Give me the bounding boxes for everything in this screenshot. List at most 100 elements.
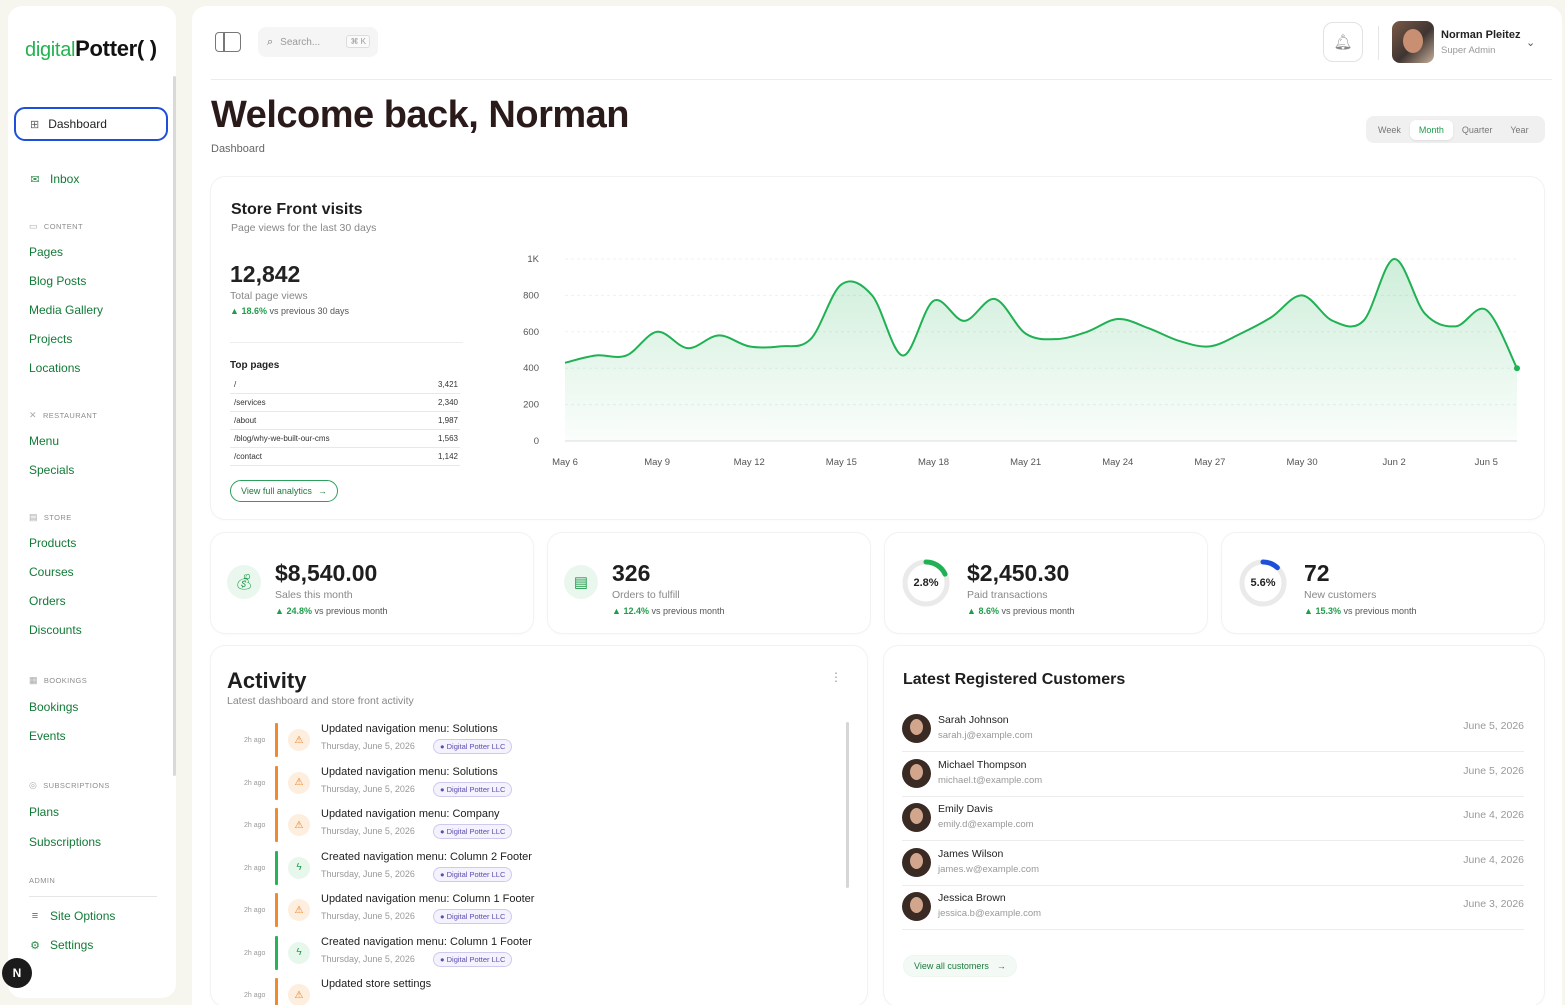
org-tag[interactable]: ● Digital Potter LLC [433,739,513,754]
activity-date: Thursday, June 5, 2026 [321,826,415,836]
utensils-icon: ✕ [29,410,37,420]
sidebar-item-products[interactable]: Products [29,536,77,550]
chevron-down-icon[interactable]: ⌄ [1526,37,1536,49]
period-month[interactable]: Month [1409,119,1453,140]
logo[interactable]: digitalPotter( ) [25,36,157,61]
avatar [902,758,931,788]
user-role: Super Admin [1441,45,1496,56]
org-tag[interactable]: ● Digital Potter LLC [433,951,513,967]
list-item[interactable]: 2h ago ⚠ Updated store settings [227,978,807,1005]
table-row[interactable]: Sarah Johnson sarah.j@example.com June 5, … [902,708,1524,752]
org-tag[interactable]: ● Digital Potter LLC [433,909,513,924]
customer-email: michael.t@example.com [938,774,1043,786]
warning-icon: ⚠ [288,899,310,921]
activity-time: 2h ago [244,907,266,914]
total-page-views: 12,842 [230,261,301,287]
org-tag[interactable]: ● Digital Potter LLC [433,866,513,882]
list-item[interactable]: 2h ago ⚠ Updated navigation menu: Solution… [227,765,807,808]
list-item[interactable]: 2h ago ⚠ Updated navigation menu: Solution… [227,723,807,765]
org-tag[interactable]: ● Digital Potter LLC [433,824,513,839]
sidebar-item-pages[interactable]: Pages [29,245,64,259]
kpi-card-orders: ▤ 326 Orders to fulfill ▲ 12.4% vs previ… [548,533,870,633]
y-tick-label: 200 [523,400,539,411]
table-row[interactable]: Emily Davis emily.d@example.com June 4, 20… [902,797,1524,841]
activity-bar [275,935,278,970]
y-tick-label: 600 [523,327,539,338]
list-item[interactable]: 2h ago ϟ Created navigation menu: Column 1… [227,935,807,978]
warning-icon: ⚠ [288,729,310,751]
sidebar-item-discounts[interactable]: Discounts [29,623,82,637]
card-subtitle: Page views for the last 30 days [231,222,377,234]
sidebar-item-locations[interactable]: Locations [29,361,81,375]
list-item[interactable]: 2h ago ⚠ Updated navigation menu: Column 1… [227,893,807,935]
x-tick-label: May 21 [1010,457,1041,468]
table-row: /blog/why-we-built-our-cms 1,563 [230,430,460,448]
money-bag-icon: 💰︎ [227,565,261,599]
activity-scrollbar[interactable] [846,722,849,888]
sidebar-item-projects[interactable]: Projects [29,332,73,346]
arrow-up-icon: ▲ [275,606,284,616]
period-week[interactable]: Week [1378,124,1401,135]
total-label: Total page views [230,290,308,302]
period-quarter[interactable]: Quarter [1461,124,1493,135]
list-item[interactable]: 2h ago ⚠ Updated navigation menu: Company T… [227,808,807,850]
sidebar-scrollbar[interactable] [173,76,176,776]
activity-date: Thursday, June 5, 2026 [321,783,415,794]
x-tick-label: May 30 [1286,457,1317,468]
user-avatar[interactable] [1392,21,1434,63]
table-row: /about 1,987 [230,412,460,430]
sidebar-item-inbox[interactable]: ✉ Inbox [30,172,80,186]
notification-bell-icon[interactable]: 🔔︎ [1323,22,1363,62]
trend: ▲ 15.3% vs previous month [1304,606,1417,616]
sidebar-item-specials[interactable]: Specials [29,463,75,477]
sidebar-item-dashboard[interactable]: ⊞ Dashboard [14,107,168,141]
sidebar-item-subscriptions[interactable]: Subscriptions [29,835,102,849]
kpi-card-transactions: 2.8% $2,450.30 Paid transactions ▲ 8.6% … [885,533,1207,633]
card-subtitle: Latest dashboard and store front activit… [227,695,414,707]
sidebar-item-plans[interactable]: Plans [29,805,60,819]
user-name[interactable]: Norman Pleitez [1441,29,1521,41]
table-row[interactable]: Jessica Brown jessica.b@example.com June 3… [902,886,1524,930]
more-options-icon[interactable]: ⋮ [830,670,842,684]
sidebar-item-bookings[interactable]: Bookings [29,700,79,714]
org-tag[interactable]: ● Digital Potter LLC [433,781,513,797]
series-line [564,258,1518,369]
kpi-label: Orders to fulfill [612,589,680,601]
list-item[interactable]: 2h ago ϟ Created navigation menu: Column 2… [227,850,807,893]
calendar-icon: ▦ [29,675,38,685]
x-tick-label: May 27 [1194,457,1225,468]
customer-date: June 4, 2026 [1463,853,1524,866]
table-row[interactable]: James Wilson james.w@example.com June 4, 2… [902,842,1524,886]
trend: ▲ 12.4% vs previous month [612,606,725,616]
section-store: ▤ STORE [29,512,72,522]
activity-date: Thursday, June 5, 2026 [321,911,415,921]
activity-bar [275,893,278,927]
y-tick-label: 0 [534,436,539,447]
card-title: Store Front visits [231,201,363,218]
arrow-right-icon: → [996,961,1006,971]
view-all-customers-button[interactable]: View all customers → [903,955,1017,977]
sidebar-item-site-options[interactable]: ≡ Site Options [29,909,116,923]
sliders-icon: ≡ [31,910,39,922]
activity-text: Updated store settings [321,978,432,990]
table-row[interactable]: Michael Thompson michael.t@example.com Jun… [902,753,1524,797]
sidebar-item-media-gallery[interactable]: Media Gallery [29,303,104,317]
sidebar-item-menu[interactable]: Menu [29,434,60,448]
kpi-value: 72 [1304,560,1330,586]
breadcrumb[interactable]: Dashboard [211,143,265,155]
sidebar-toggle-icon[interactable] [215,32,241,52]
view-analytics-button[interactable]: View full analytics → [230,480,338,502]
divider [29,896,157,897]
search-input[interactable]: ⌕ Search... ⌘ K [258,27,378,57]
folder-icon: ▭ [29,221,38,231]
sidebar-item-label: Dashboard [48,117,107,131]
sidebar-item-orders[interactable]: Orders [29,594,66,608]
sidebar-item-courses[interactable]: Courses [29,565,74,579]
sidebar-item-blog-posts[interactable]: Blog Posts [29,274,87,288]
warning-icon: ⚠ [288,771,310,794]
sidebar-item-events[interactable]: Events [29,729,66,743]
help-avatar-button[interactable]: N [2,958,32,988]
kpi-value: $2,450.30 [967,560,1070,586]
period-year[interactable]: Year [1510,124,1529,135]
sidebar-item-settings[interactable]: ⚙ Settings [30,938,94,952]
